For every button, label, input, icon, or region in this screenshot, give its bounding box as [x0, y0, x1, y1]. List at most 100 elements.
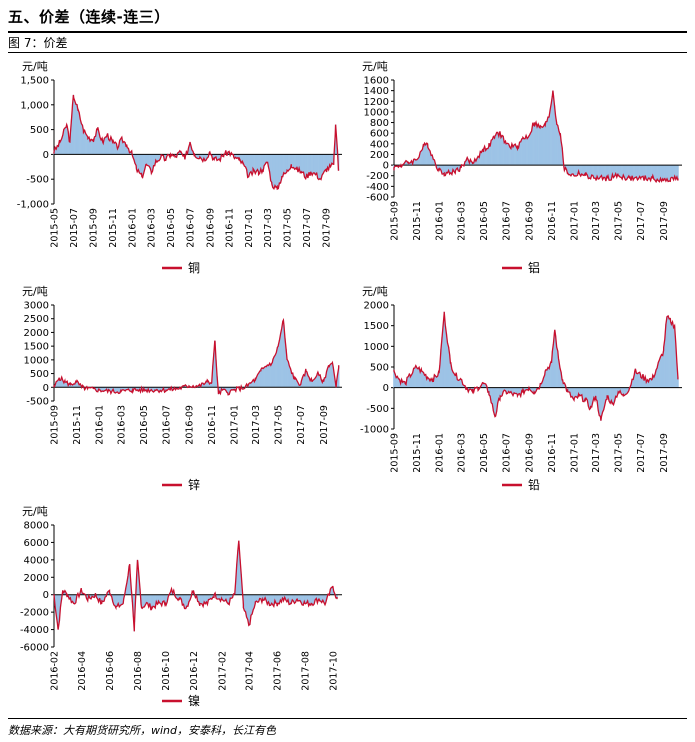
nickel-bar — [103, 594, 105, 602]
nickel-bar — [57, 594, 60, 628]
lead-bar — [481, 382, 484, 388]
nickel-bar — [314, 594, 316, 600]
zinc-bar — [94, 387, 97, 390]
lead-bar — [485, 384, 487, 388]
zinc-bar — [325, 371, 328, 388]
aluminum-bar — [658, 165, 661, 182]
lead-bar — [412, 368, 415, 388]
aluminum-bar — [640, 165, 642, 178]
aluminum-bar — [523, 138, 525, 166]
aluminum-bar — [490, 140, 492, 166]
nickel-bar — [281, 594, 284, 599]
nickel-x-tick-label: 2016-10 — [161, 651, 172, 691]
nickel-bar — [236, 563, 238, 595]
zinc-bar — [308, 377, 310, 388]
zinc-bar — [206, 379, 208, 388]
lead-bar — [457, 380, 460, 388]
copper-bar — [117, 146, 120, 155]
nickel-x-tick-label: 2017-04 — [244, 651, 255, 691]
lead-bar — [661, 355, 664, 388]
zinc-bar — [103, 387, 106, 391]
zinc-bar — [149, 387, 152, 391]
aluminum-bar — [414, 159, 416, 166]
zinc-bar — [229, 387, 231, 392]
lead-bar — [665, 324, 667, 388]
aluminum-bar — [580, 165, 582, 176]
aluminum-bar — [528, 135, 531, 166]
zinc-bar — [110, 387, 112, 394]
aluminum-bar — [502, 136, 504, 166]
nickel-bar — [118, 594, 120, 607]
nickel-bar — [290, 594, 292, 604]
aluminum-y-tick-label: 800 — [370, 118, 389, 129]
aluminum-bar — [488, 143, 490, 166]
nickel-bar — [157, 594, 160, 602]
nickel-bar — [206, 594, 209, 604]
aluminum-x-tick-label: 2016-09 — [524, 201, 535, 241]
copper-bar — [311, 154, 313, 176]
copper-y-tick-label: 0 — [43, 150, 49, 161]
aluminum-bar — [549, 109, 551, 166]
aluminum-bar — [534, 125, 536, 166]
lead-unit-label: 元/吨 — [362, 285, 388, 298]
copper-bar — [251, 154, 253, 175]
aluminum-bar — [426, 143, 428, 166]
nickel-bar — [218, 594, 221, 599]
copper-bar — [69, 133, 72, 155]
lead-bar — [609, 387, 611, 404]
aluminum-bar — [565, 165, 568, 170]
copper-bar — [263, 154, 265, 166]
copper-bar — [90, 139, 92, 155]
aluminum-x-tick-label: 2016-01 — [434, 201, 445, 241]
aluminum-y-tick-label: 200 — [370, 150, 389, 161]
zinc-bar — [104, 387, 107, 391]
zinc-x-tick-label: 2015-11 — [72, 405, 83, 445]
copper-bar — [63, 129, 65, 155]
lead-bar — [589, 387, 592, 407]
copper-bar — [281, 154, 283, 177]
aluminum-bar — [500, 137, 502, 166]
nickel-bar — [202, 594, 204, 607]
lead-x-tick-label: 2017-01 — [569, 433, 580, 473]
nickel-bar — [270, 594, 273, 604]
aluminum-bar — [627, 165, 629, 178]
aluminum-bar — [531, 123, 534, 166]
copper-bar — [291, 154, 294, 168]
nickel-bar — [291, 594, 294, 600]
zinc-bar — [99, 387, 101, 390]
lead-bar — [529, 387, 532, 391]
zinc-bar — [273, 356, 275, 388]
aluminum-bar — [677, 165, 679, 179]
zinc-bar — [298, 385, 300, 388]
aluminum-bar — [606, 165, 608, 179]
copper-bar — [54, 147, 56, 155]
aluminum-bar — [497, 132, 499, 166]
aluminum-bar — [540, 126, 543, 166]
lead-bar — [450, 362, 452, 388]
zinc-bar — [154, 387, 156, 391]
zinc-bar — [311, 380, 314, 388]
nickel-bar — [114, 594, 116, 606]
nickel-bar — [55, 594, 57, 615]
lead-bar — [645, 382, 647, 388]
lead-bar — [411, 372, 414, 388]
aluminum-bar — [642, 165, 644, 177]
aluminum-bar — [587, 165, 590, 179]
zinc-bar — [60, 377, 63, 388]
nickel-bar — [228, 594, 230, 605]
nickel-bar — [244, 594, 247, 612]
nickel-bar — [323, 594, 325, 603]
lead-bar — [448, 354, 451, 388]
copper-bar — [120, 138, 122, 155]
lead-bar — [469, 387, 472, 390]
copper-x-tick-label: 2015-11 — [108, 208, 119, 248]
lead-bar — [623, 387, 626, 396]
lead-bar — [407, 376, 409, 388]
aluminum-bar — [489, 146, 491, 166]
aluminum-bar — [512, 146, 514, 166]
nickel-bar — [59, 594, 62, 607]
aluminum-bar — [521, 138, 523, 166]
zinc-bar — [307, 375, 309, 388]
nickel-bar — [277, 594, 279, 604]
aluminum-bar — [507, 143, 510, 166]
